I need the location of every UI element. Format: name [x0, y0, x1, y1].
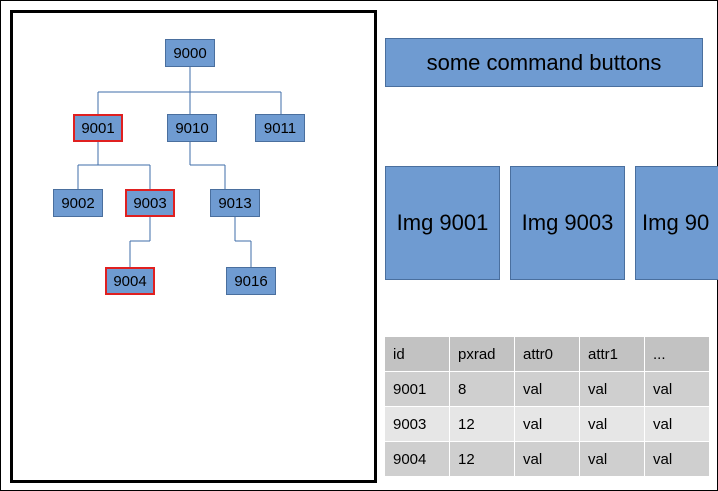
table-cell: 12 [450, 442, 515, 477]
table-cell: val [645, 442, 710, 477]
table-cell: 9003 [385, 407, 450, 442]
tree-node-9011[interactable]: 9011 [255, 114, 305, 142]
tree-node-9013[interactable]: 9013 [210, 189, 260, 217]
table-cell: val [515, 372, 580, 407]
attribute-table: id pxrad attr0 attr1 ... 9001 8 val val … [385, 337, 710, 477]
column-header: id [385, 337, 450, 372]
table-cell: val [580, 372, 645, 407]
tree-node-9003[interactable]: 9003 [125, 189, 175, 217]
tree-node-9001[interactable]: 9001 [73, 114, 123, 142]
table-cell: 9004 [385, 442, 450, 477]
table-row[interactable]: 9003 12 val val val [385, 407, 710, 442]
command-buttons-bar[interactable]: some command buttons [385, 38, 703, 87]
image-thumbnail-9001[interactable]: Img 9001 [385, 166, 500, 280]
column-header: attr1 [580, 337, 645, 372]
table-header-row: id pxrad attr0 attr1 ... [385, 337, 710, 372]
column-header: pxrad [450, 337, 515, 372]
tree-panel: 9000 9001 9010 9011 9002 9003 9013 9004 … [10, 10, 377, 483]
table-cell: 12 [450, 407, 515, 442]
tree-node-9016[interactable]: 9016 [226, 267, 276, 295]
table-cell: val [580, 407, 645, 442]
table-row[interactable]: 9004 12 val val val [385, 442, 710, 477]
image-thumbnail-partial[interactable]: Img 90 [635, 166, 718, 280]
table-cell: val [515, 442, 580, 477]
tree-node-9002[interactable]: 9002 [53, 189, 103, 217]
table-cell: 9001 [385, 372, 450, 407]
table-cell: val [580, 442, 645, 477]
image-thumbnail-9003[interactable]: Img 9003 [510, 166, 625, 280]
column-header: ... [645, 337, 710, 372]
table-cell: 8 [450, 372, 515, 407]
table-cell: val [515, 407, 580, 442]
column-header: attr0 [515, 337, 580, 372]
table-cell: val [645, 407, 710, 442]
tree-node-9000[interactable]: 9000 [165, 39, 215, 67]
table-cell: val [645, 372, 710, 407]
tree-node-9004[interactable]: 9004 [105, 267, 155, 295]
tree-node-9010[interactable]: 9010 [167, 114, 217, 142]
table-row[interactable]: 9001 8 val val val [385, 372, 710, 407]
tree-connectors [77, 67, 282, 267]
